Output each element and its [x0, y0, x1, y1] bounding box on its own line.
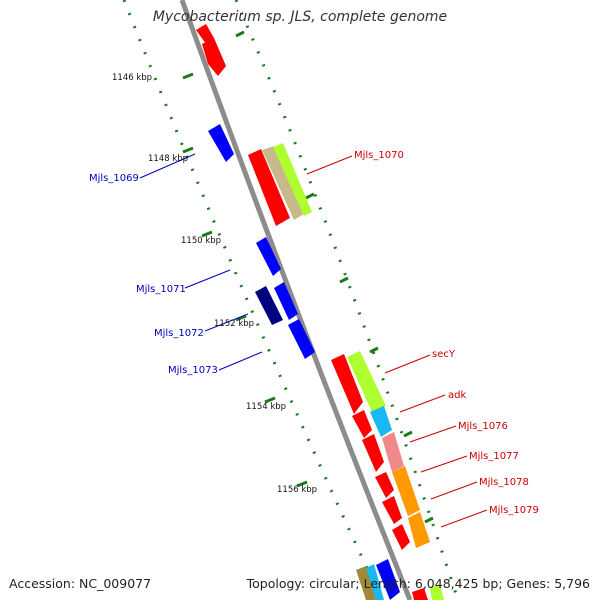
gene-arrow-bottom-blue[interactable]	[376, 559, 400, 600]
gene-arrow-top-red-a[interactable]	[196, 24, 214, 44]
gene-label-secy[interactable]: secY	[432, 349, 456, 360]
forward-gene-labels: Mjls_1070 secY adk Mjls_1076 Mjls_1077 M…	[354, 150, 539, 516]
gene-label-mjls-1078[interactable]: Mjls_1078	[479, 477, 529, 488]
gene-bottom-cyan[interactable]	[366, 564, 384, 600]
gene-green-1070[interactable]	[273, 143, 312, 216]
gene-label-mjls-1079[interactable]: Mjls_1079	[489, 505, 539, 516]
scale-labels: 1146 kbp 1148 kbp 1150 kbp 1152 kbp 1154…	[112, 73, 317, 495]
gene-arrow-1079[interactable]	[392, 524, 410, 550]
gene-arrow-1078[interactable]	[382, 496, 402, 524]
reverse-gene-labels: Mjls_1069 Mjls_1071 Mjls_1072 Mjls_1073	[89, 173, 218, 376]
scale-label: 1146 kbp	[112, 73, 152, 83]
leader-lines-forward	[306, 155, 488, 528]
gene-label-mjls-1071[interactable]: Mjls_1071	[136, 284, 186, 295]
gene-arrow-mjls-1070[interactable]	[248, 149, 290, 226]
gene-arrow-secy[interactable]	[331, 354, 363, 414]
gene-arrow-mjls-1071[interactable]	[256, 237, 281, 276]
gene-orange-1077[interactable]	[392, 466, 420, 516]
gene-green-secy[interactable]	[347, 351, 386, 412]
gene-arrow-top-red-b[interactable]	[202, 38, 226, 76]
forward-cds-group[interactable]	[196, 24, 444, 600]
gene-label-mjls-1070[interactable]: Mjls_1070	[354, 150, 404, 161]
scale-label: 1148 kbp	[148, 154, 188, 164]
reverse-cds-group[interactable]	[208, 124, 400, 600]
accession-label: Accession: NC_009077	[9, 576, 152, 591]
gene-bottom-red[interactable]	[412, 588, 428, 600]
gene-cyan-adk[interactable]	[370, 406, 392, 437]
genome-stats-label: Topology: circular; Length: 6,048,425 bp…	[246, 576, 590, 591]
tick-marks	[182, 30, 434, 524]
gene-label-mjls-1072[interactable]: Mjls_1072	[154, 328, 204, 339]
gene-pink-1076[interactable]	[382, 432, 404, 472]
gene-arrow-mjls-1072[interactable]	[255, 286, 283, 325]
gene-label-adk[interactable]: adk	[448, 390, 466, 401]
gene-label-mjls-1076[interactable]: Mjls_1076	[458, 421, 508, 432]
gene-label-mjls-1077[interactable]: Mjls_1077	[469, 451, 519, 462]
gene-arrow-1077[interactable]	[375, 472, 394, 498]
scale-label: 1154 kbp	[246, 402, 286, 412]
gene-arrow-mjls-1072b[interactable]	[274, 282, 298, 320]
map-title: Mycobacterium sp. JLS, complete genome	[152, 9, 448, 25]
gene-label-mjls-1069[interactable]: Mjls_1069	[89, 173, 139, 184]
leader-lines-reverse	[139, 153, 263, 371]
scale-track-inner	[122, 0, 384, 600]
scale-label: 1150 kbp	[181, 236, 221, 246]
gene-arrow-adk[interactable]	[352, 410, 372, 438]
gene-bottom-green[interactable]	[430, 584, 444, 600]
scale-label: 1156 kbp	[277, 485, 317, 495]
scale-label: 1152 kbp	[214, 319, 254, 329]
gene-arrow-mjls-1069[interactable]	[208, 124, 234, 162]
gene-orange-1079[interactable]	[408, 512, 430, 548]
gene-arrow-mjls-1073[interactable]	[288, 319, 315, 359]
gene-tan-1070[interactable]	[262, 146, 304, 220]
genome-backbone	[179, 0, 413, 600]
gene-label-mjls-1073[interactable]: Mjls_1073	[168, 365, 218, 376]
gene-arrow-1076[interactable]	[362, 434, 384, 472]
gene-bottom-olive[interactable]	[356, 566, 376, 600]
